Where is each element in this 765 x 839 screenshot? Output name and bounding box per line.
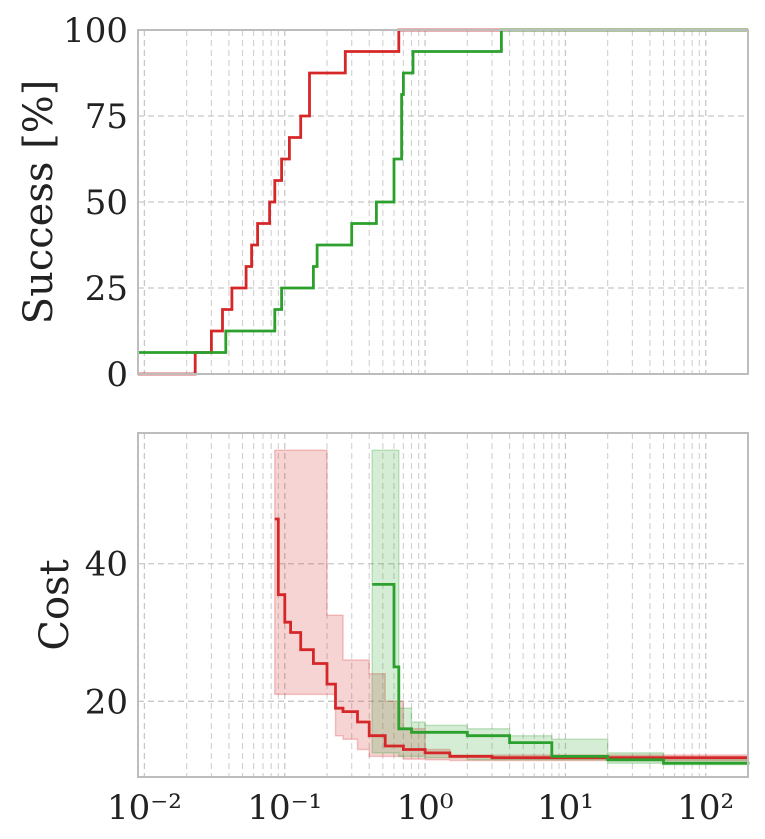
y-tick-label: 25 (85, 269, 128, 309)
x-tick-label: 10⁰ (397, 788, 454, 828)
x-tick-label: 10⁻² (107, 788, 182, 828)
y-tick-label: 75 (85, 97, 128, 137)
series-0-line (274, 517, 748, 760)
y-axis-label: Cost (32, 559, 78, 650)
series-1-line (372, 583, 750, 765)
x-tick-label: 10⁻¹ (247, 788, 322, 828)
plot-frame (137, 432, 749, 778)
y-tick-label: 50 (85, 183, 128, 223)
y-tick-label: 0 (106, 355, 128, 395)
plot-frame (137, 29, 749, 375)
y-axis-label: Success [%] (16, 80, 62, 325)
x-tick-label: 10¹ (537, 788, 594, 828)
y-tick-label: 40 (85, 545, 128, 585)
y-tick-label: 20 (85, 682, 128, 722)
x-tick-label: 10² (677, 788, 734, 828)
series-1-line (138, 28, 748, 354)
plot-area (138, 433, 748, 777)
y-tick-label: 100 (63, 11, 128, 51)
series-0-line (138, 28, 748, 376)
